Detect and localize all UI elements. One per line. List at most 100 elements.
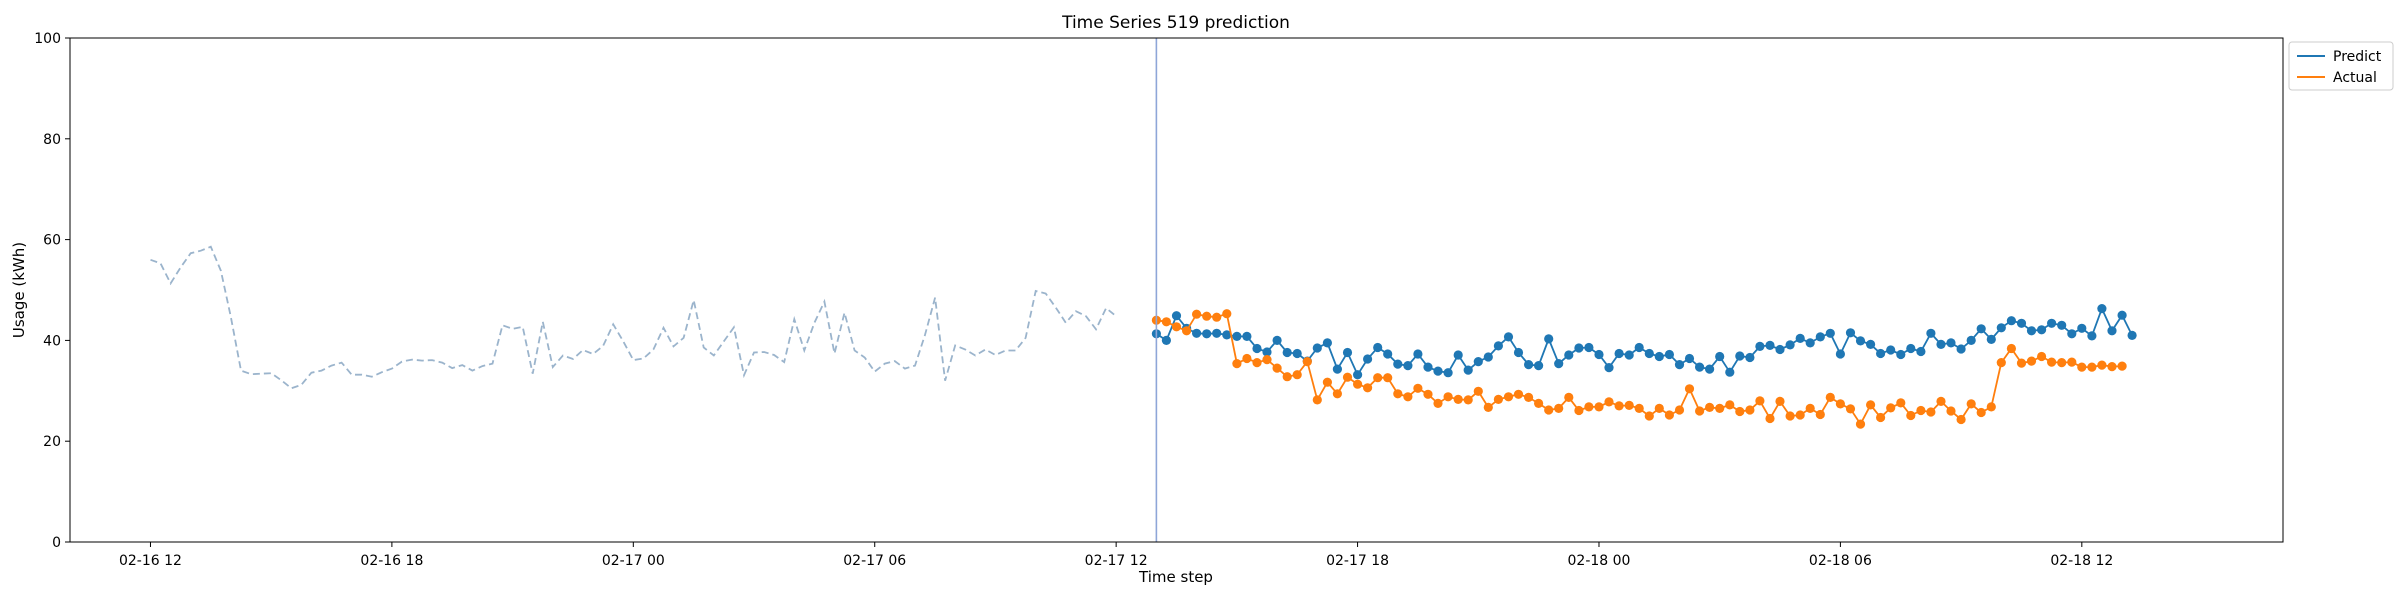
actual-point [1745, 405, 1755, 415]
actual-point [1966, 399, 1976, 409]
actual-point [2097, 360, 2107, 370]
predict-point [1705, 364, 1715, 374]
predict-point [1413, 349, 1423, 359]
actual-point [2057, 358, 2067, 368]
actual-point [1584, 402, 1594, 412]
predict-point [1232, 331, 1242, 341]
predict-point [1242, 331, 1252, 341]
actual-point [1866, 400, 1876, 410]
actual-point [1433, 398, 1443, 408]
predict-point [1161, 335, 1171, 345]
actual-point [1292, 370, 1302, 380]
history-layer [150, 245, 1117, 390]
actual-point [1815, 409, 1825, 420]
actual-point [2006, 343, 2016, 354]
predict-point [1383, 349, 1393, 359]
actual-point [1353, 379, 1363, 389]
actual-point [1805, 403, 1815, 413]
actual-point [1674, 405, 1685, 415]
predict-point [1473, 357, 1483, 367]
actual-point [1845, 404, 1856, 414]
predict-point [1282, 347, 1292, 358]
y-axis-label: Usage (kWh) [10, 242, 28, 338]
actual-point [1574, 405, 1584, 416]
actual-point [1956, 414, 1966, 425]
predict-point [1192, 328, 1202, 338]
predict-point [2077, 323, 2087, 333]
actual-point [1483, 402, 1493, 412]
series-actual [1151, 309, 2127, 429]
actual-point [1222, 309, 1232, 319]
predict-point [2037, 325, 2047, 335]
x-tick-label: 02-17 00 [602, 553, 665, 569]
predict-point [1825, 328, 1835, 338]
predict-point [1443, 368, 1453, 378]
actual-point [1825, 392, 1835, 402]
actual-point [1252, 358, 1262, 368]
predict-point [1926, 328, 1936, 338]
actual-point [1795, 410, 1805, 420]
predict-point [1262, 347, 1272, 357]
actual-point [1161, 317, 1171, 327]
actual-point [1654, 403, 1664, 413]
actual-point [1302, 357, 1312, 367]
actual-point [1443, 392, 1453, 402]
predict-point [1936, 339, 1946, 349]
actual-point [1212, 312, 1222, 322]
predict-point [1493, 341, 1503, 351]
series-predict [1151, 304, 2137, 380]
actual-point [1503, 392, 1514, 402]
actual-point [1182, 326, 1192, 336]
actual-point [1423, 389, 1433, 399]
actual-point [1171, 322, 1182, 332]
predict-point [1322, 338, 1332, 348]
predict-point [1906, 343, 1916, 354]
actual-point [1755, 396, 1765, 406]
y-tick-label: 40 [43, 333, 61, 349]
actual-point [1664, 410, 1674, 420]
predict-point [1956, 344, 1966, 354]
actual-point [2067, 357, 2077, 367]
actual-point [1735, 406, 1745, 417]
actual-point [1684, 384, 1695, 394]
predict-point [1272, 335, 1282, 345]
actual-point [1322, 377, 1332, 387]
predict-point [1584, 342, 1594, 353]
x-tick-label: 02-17 18 [1326, 553, 1389, 569]
predict-point [1866, 339, 1876, 349]
predict-point [1202, 329, 1212, 339]
predict-point [1745, 352, 1755, 363]
predict-point [1524, 360, 1534, 370]
actual-point [1554, 403, 1564, 413]
predict-point [1654, 351, 1664, 362]
predict-point [1373, 342, 1383, 353]
actual-point [1886, 403, 1896, 413]
x-axis-label: Time step [1138, 568, 1213, 586]
predict-point [1483, 352, 1493, 362]
y-tick-label: 100 [34, 31, 61, 47]
predict-point [1674, 360, 1685, 370]
actual-point [1785, 411, 1795, 421]
actual-point [1855, 419, 1866, 429]
actual-point [1765, 413, 1775, 424]
predict-point [1513, 347, 1524, 358]
y-axis: 0 20 40 60 80 100 [34, 31, 70, 551]
actual-point [1705, 402, 1715, 412]
x-tick-label: 02-18 12 [2050, 553, 2113, 569]
predict-point [1292, 348, 1302, 359]
actual-point [1524, 392, 1534, 402]
predict-point [1755, 341, 1765, 351]
actual-point [1564, 392, 1574, 402]
predict-point [2127, 330, 2137, 340]
actual-point [1996, 358, 2006, 368]
predict-point [1876, 348, 1886, 359]
actual-point [1383, 373, 1393, 383]
predict-point [1684, 353, 1695, 364]
predict-point [1916, 346, 1926, 357]
actual-point [2107, 362, 2117, 372]
actual-point [1463, 395, 1473, 405]
actual-point [1986, 402, 1996, 412]
actual-point [2026, 356, 2037, 366]
series-layer [1151, 304, 2137, 429]
